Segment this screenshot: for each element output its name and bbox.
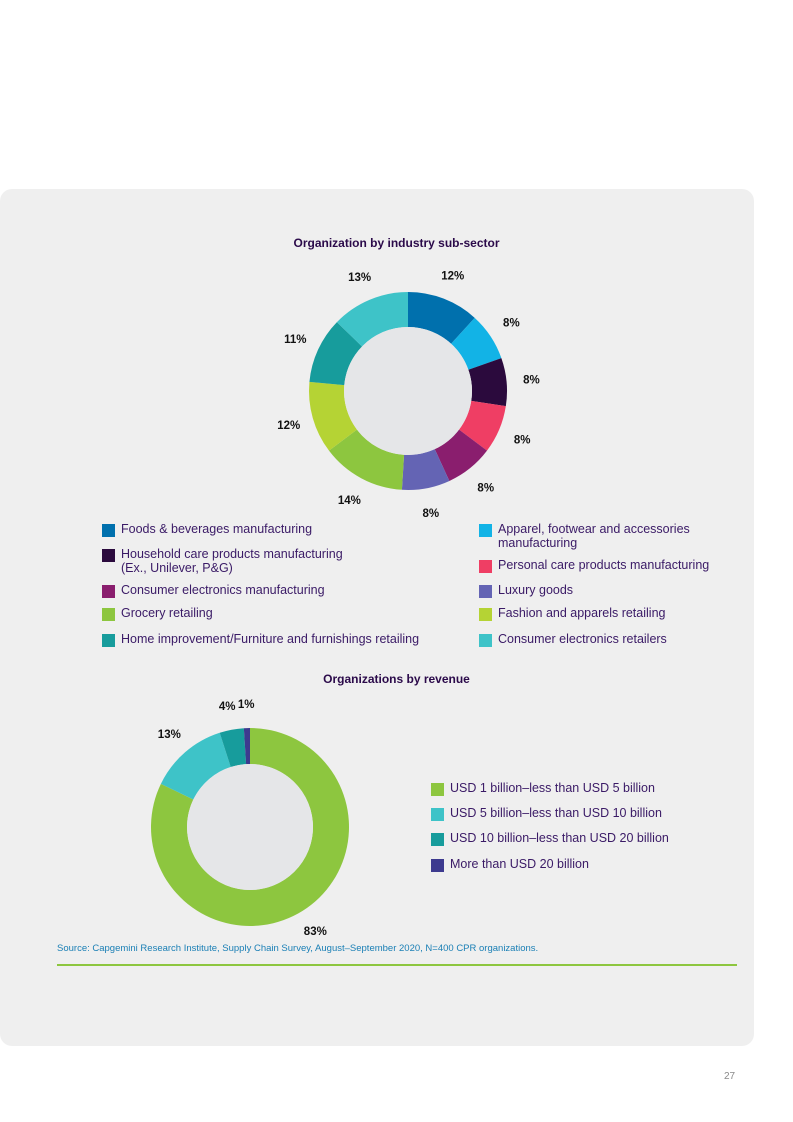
legend-label: More than USD 20 billion: [450, 857, 589, 871]
legend-swatch: [431, 783, 444, 796]
legend-swatch: [102, 585, 115, 598]
legend-label: USD 5 billion–less than USD 10 billion: [450, 806, 662, 820]
legend-label: Household care products manufacturing (E…: [121, 547, 343, 575]
legend-swatch: [479, 634, 492, 647]
legend-item: Fashion and apparels retailing: [479, 606, 665, 621]
legend-item: Home improvement/Furniture and furnishin…: [102, 632, 419, 647]
page-number: 27: [724, 1071, 736, 1082]
legend-label: Consumer electronics retailers: [498, 632, 667, 646]
source-divider: [57, 964, 737, 966]
legend-swatch: [431, 859, 444, 872]
legend-item: USD 5 billion–less than USD 10 billion: [431, 806, 662, 821]
legend-swatch: [102, 608, 115, 621]
legend-label: Grocery retailing: [121, 606, 213, 620]
legend-swatch: [479, 524, 492, 537]
legend-swatch: [102, 549, 115, 562]
sector-chart-title: Organization by industry sub-sector: [293, 236, 500, 250]
legend-label: Luxury goods: [498, 583, 574, 597]
legend-item: Grocery retailing: [102, 606, 213, 621]
legend-swatch: [102, 524, 115, 537]
legend-swatch: [431, 833, 444, 846]
legend-label: Home improvement/Furniture and furnishin…: [121, 632, 420, 646]
legend-swatch: [479, 585, 492, 598]
legend-swatch: [479, 560, 492, 573]
revenue-chart-title: Organizations by revenue: [323, 672, 470, 686]
legend-label: Consumer electronics manufacturing: [121, 583, 325, 597]
legend-label: Foods & beverages manufacturing: [121, 522, 313, 536]
legend-item: Foods & beverages manufacturing: [102, 522, 312, 537]
legend-item: USD 10 billion–less than USD 20 billion: [431, 831, 669, 846]
legend-item: More than USD 20 billion: [431, 857, 589, 872]
legend-item: Consumer electronics manufacturing: [102, 583, 325, 598]
legend-label: USD 10 billion–less than USD 20 billion: [450, 831, 669, 845]
legend-label: USD 1 billion–less than USD 5 billion: [450, 781, 655, 795]
legend-swatch: [431, 808, 444, 821]
legend-item: Consumer electronics retailers: [479, 632, 667, 647]
legend-item: Personal care products manufacturing: [479, 558, 709, 573]
legend-item: Household care products manufacturing (E…: [102, 547, 343, 575]
source-note: Source: Capgemini Research Institute, Su…: [57, 943, 539, 954]
legend-swatch: [479, 608, 492, 621]
legend-swatch: [102, 634, 115, 647]
legend-item: USD 1 billion–less than USD 5 billion: [431, 781, 655, 796]
legend-item: Apparel, footwear and accessories manufa…: [479, 522, 690, 550]
legend-label: Fashion and apparels retailing: [498, 606, 666, 620]
legend-label: Personal care products manufacturing: [498, 558, 710, 572]
legend-label: Apparel, footwear and accessories manufa…: [498, 522, 690, 550]
legend-item: Luxury goods: [479, 583, 573, 598]
